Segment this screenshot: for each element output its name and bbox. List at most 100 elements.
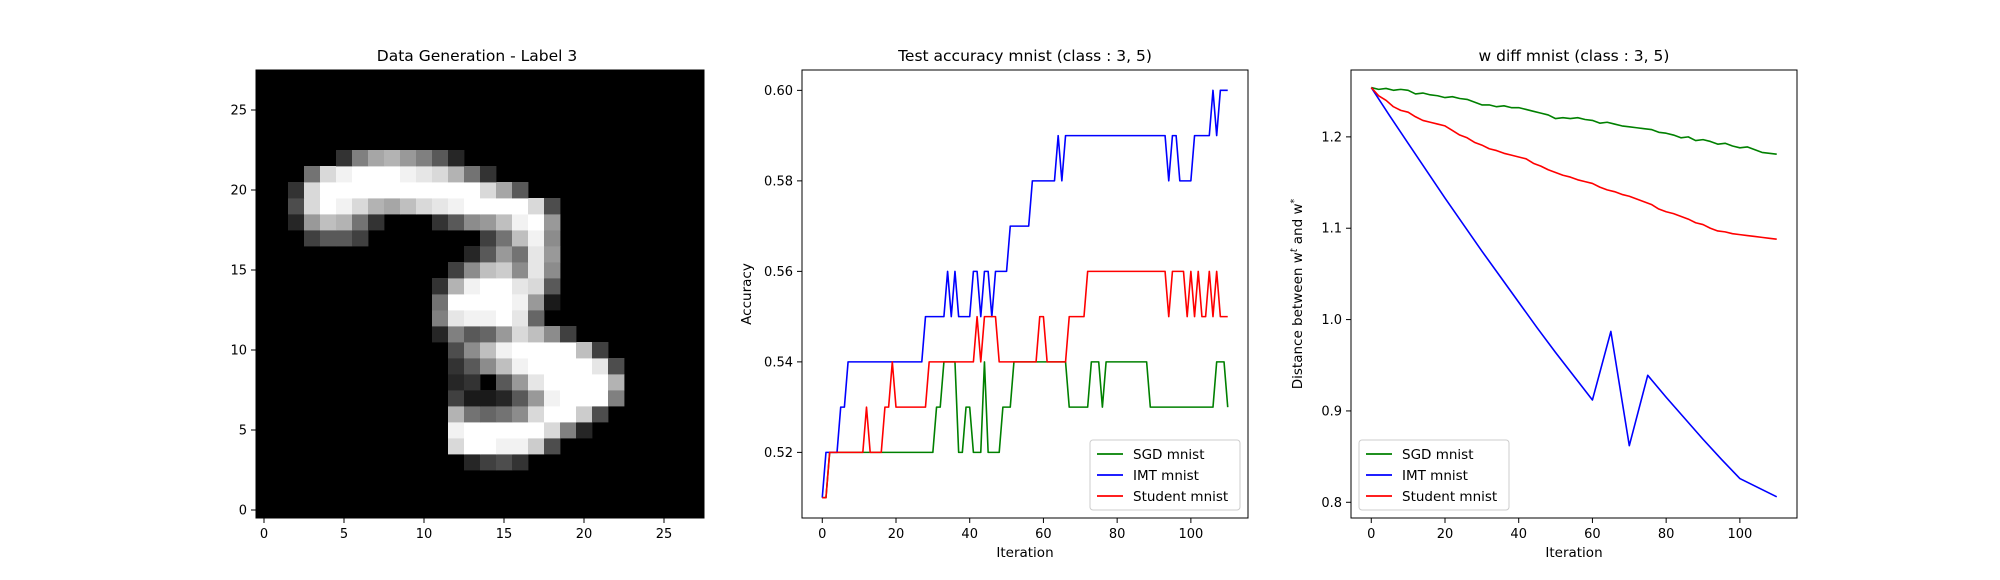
image-pixel	[544, 342, 561, 359]
wdiff-y-label-main: Distance between w	[1290, 252, 1306, 389]
y-tick-label: 0.58	[764, 174, 793, 189]
image-pixel	[576, 422, 593, 439]
image-pixel	[496, 374, 513, 391]
image-pixel	[416, 166, 433, 183]
image-pixel	[592, 374, 609, 391]
image-pixel	[496, 246, 513, 263]
x-tick-label: 20	[576, 527, 593, 542]
image-pixel	[352, 214, 369, 231]
image-pixel	[400, 182, 417, 199]
image-pixel	[528, 198, 545, 215]
accuracy-legend-box	[1089, 439, 1241, 511]
image-pixel	[464, 342, 481, 359]
image-pixel	[336, 230, 353, 247]
image-pixel	[576, 358, 593, 375]
image-pixel	[496, 438, 513, 455]
image-pixel	[368, 198, 385, 215]
image-pixel	[496, 454, 513, 471]
x-tick-label: 60	[1035, 527, 1052, 542]
image-pixel	[384, 150, 401, 167]
image-pixel	[464, 278, 481, 295]
y-tick-label: 0	[239, 504, 247, 519]
image-pixel	[528, 310, 545, 327]
image-pixel	[336, 166, 353, 183]
image-pixel	[512, 342, 529, 359]
image-pixel	[368, 150, 385, 167]
x-tick-label: 10	[416, 527, 433, 542]
image-pixel	[512, 406, 529, 423]
image-pixel	[512, 214, 529, 231]
image-pixel	[544, 230, 561, 247]
image-pixel	[416, 198, 433, 215]
image-pixel	[448, 310, 465, 327]
image-pixel	[496, 422, 513, 439]
x-tick-label: 25	[656, 527, 673, 542]
image-pixel	[480, 358, 497, 375]
wdiff-series-line-2	[1370, 87, 1778, 498]
image-pixel	[528, 294, 545, 311]
image-pixel	[480, 310, 497, 327]
y-tick-label: 15	[230, 264, 247, 279]
image-pixel	[448, 358, 465, 375]
image-pixel	[480, 326, 497, 343]
image-pixel	[496, 198, 513, 215]
wdiff-plot-frame	[1350, 69, 1798, 519]
image-pixel	[448, 278, 465, 295]
y-tick-label: 5	[239, 424, 247, 439]
image-pixel	[304, 198, 321, 215]
image-pixel	[544, 326, 561, 343]
image-pixel	[480, 422, 497, 439]
image-pixel	[480, 390, 497, 407]
image-pixel	[512, 230, 529, 247]
x-tick-label: 60	[1584, 527, 1601, 542]
image-pixel	[512, 262, 529, 279]
x-tick-label: 5	[340, 527, 348, 542]
image-pixel	[384, 166, 401, 183]
image-pixel	[432, 166, 449, 183]
image-pixel	[496, 262, 513, 279]
accuracy-legend-label: SGD mnist	[1133, 447, 1205, 463]
image-pixel	[592, 358, 609, 375]
x-tick-label: 80	[1658, 527, 1675, 542]
image-pixel	[544, 246, 561, 263]
image-pixel	[464, 438, 481, 455]
image-pixel	[592, 406, 609, 423]
image-pixel	[512, 278, 529, 295]
image-pixel	[512, 182, 529, 199]
image-pixel	[608, 374, 625, 391]
image-pixel	[336, 214, 353, 231]
wdiff-x-axis-label: Iteration	[1545, 545, 1602, 561]
image-pixel	[368, 182, 385, 199]
y-tick-label: 0.8	[1321, 496, 1342, 511]
image-pixel	[400, 150, 417, 167]
image-y-ticks: 0 5 10 15 20 25	[230, 104, 256, 519]
image-pixel	[448, 294, 465, 311]
y-tick-label: 20	[230, 184, 247, 199]
image-pixel	[304, 182, 321, 199]
image-pixel	[368, 166, 385, 183]
image-pixel	[304, 230, 321, 247]
image-pixel	[416, 182, 433, 199]
image-pixel	[384, 198, 401, 215]
image-pixel	[528, 422, 545, 439]
image-pixel	[320, 214, 337, 231]
image-pixel	[528, 230, 545, 247]
image-pixel	[400, 198, 417, 215]
accuracy-legend: SGD mnist IMT mnist Student mnist	[1089, 439, 1241, 511]
image-pixel	[560, 422, 577, 439]
wdiff-panel-title: w diff mnist (class : 3, 5)	[1479, 47, 1670, 65]
image-pixel	[496, 310, 513, 327]
image-frame	[255, 69, 705, 519]
image-pixel	[480, 198, 497, 215]
image-pixel	[464, 390, 481, 407]
x-tick-label: 100	[1727, 527, 1752, 542]
image-pixel	[448, 214, 465, 231]
accuracy-panel-title: Test accuracy mnist (class : 3, 5)	[897, 47, 1152, 65]
image-pixel	[560, 374, 577, 391]
image-pixel	[480, 182, 497, 199]
image-pixel	[512, 198, 529, 215]
image-pixel	[496, 278, 513, 295]
y-tick-label: 0.54	[764, 355, 793, 370]
image-pixel	[480, 406, 497, 423]
image-pixel	[464, 374, 481, 391]
